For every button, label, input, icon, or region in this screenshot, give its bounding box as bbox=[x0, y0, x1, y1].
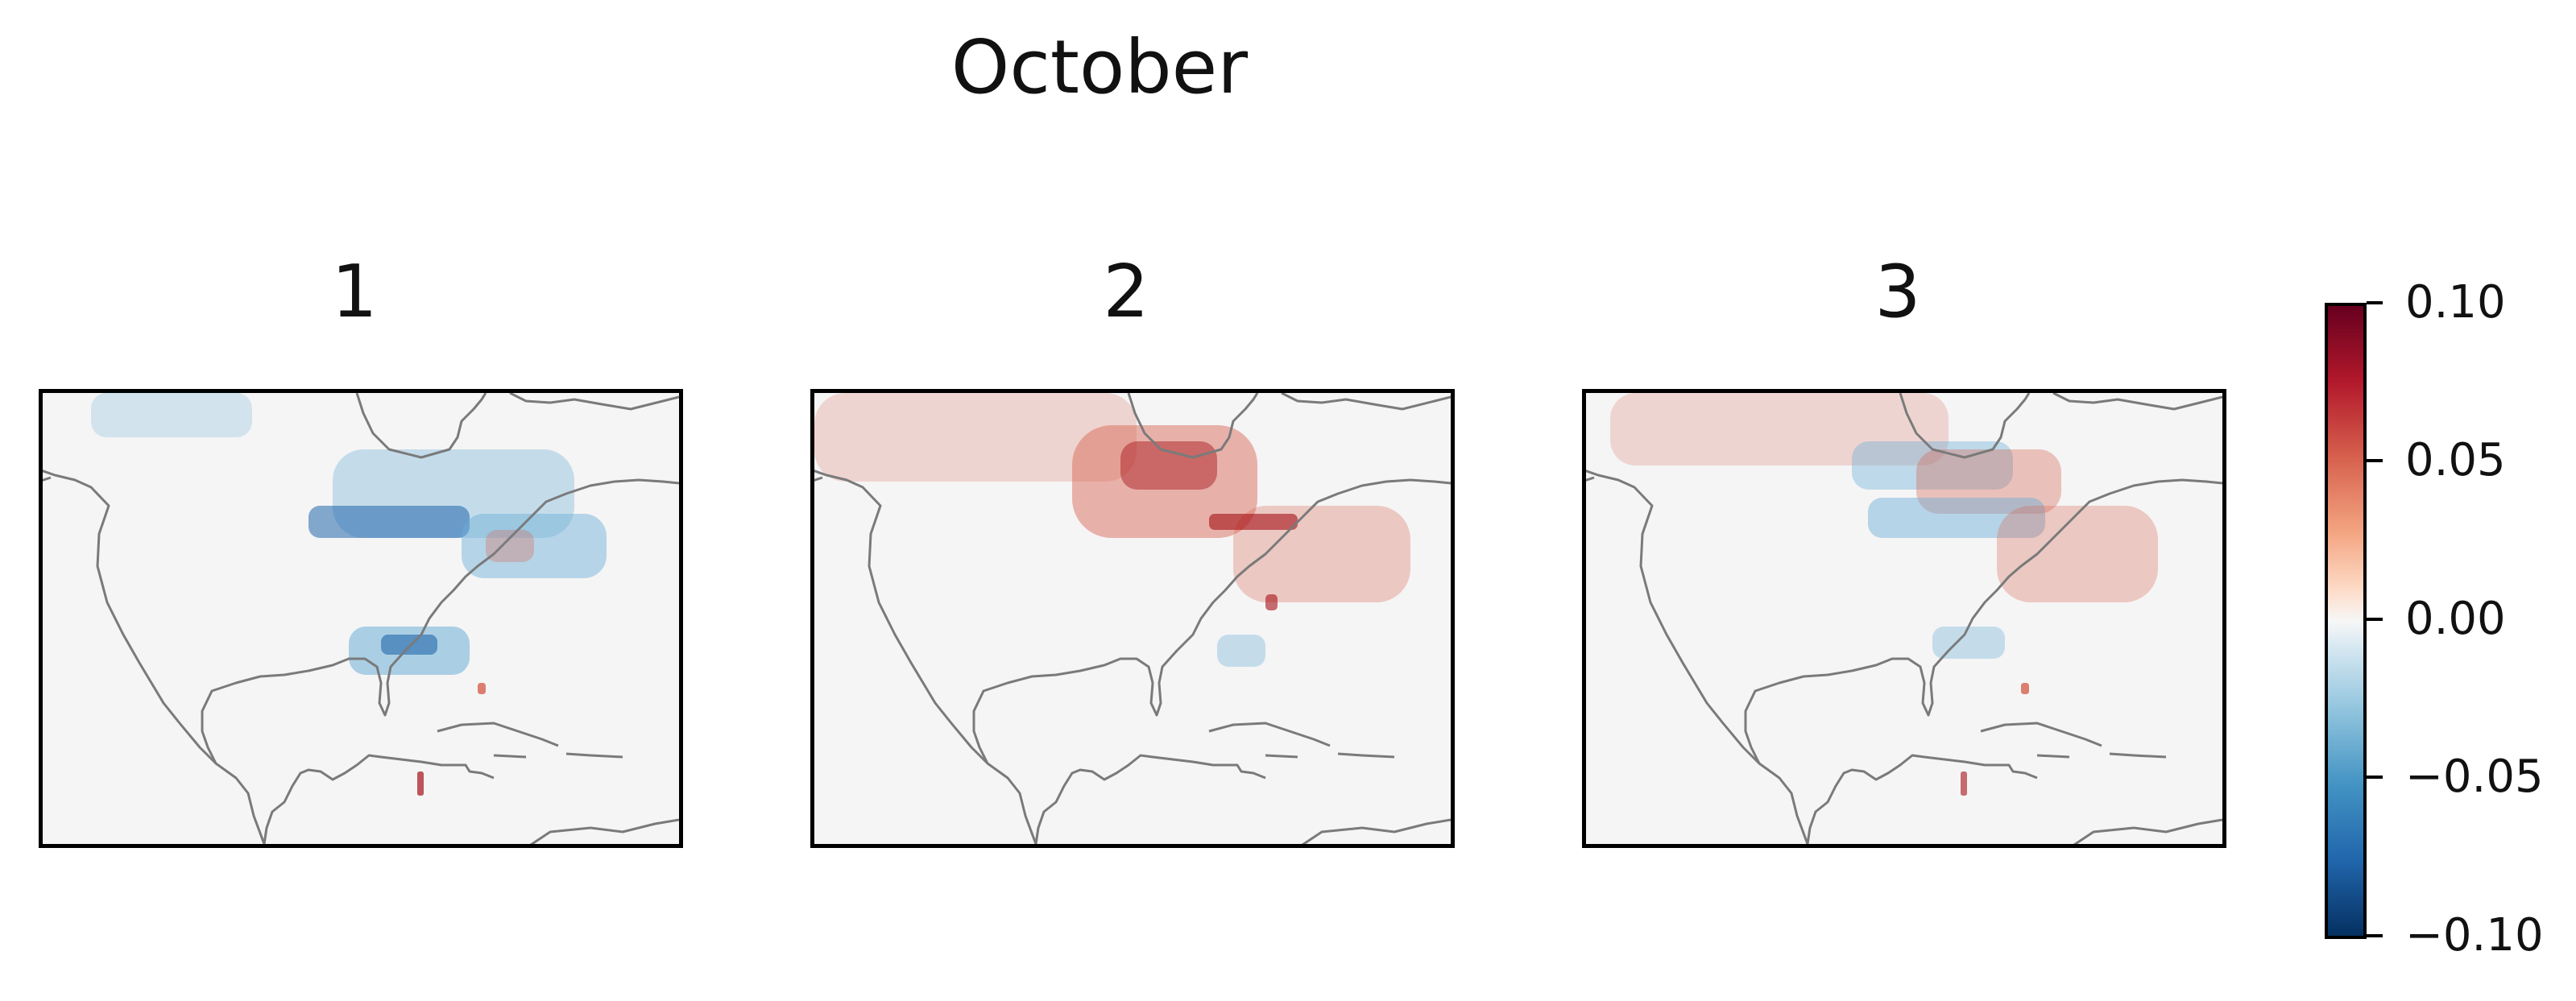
colorbar-tick bbox=[2367, 301, 2383, 304]
coastline bbox=[1899, 393, 2031, 459]
anomaly-patch bbox=[1997, 506, 2158, 602]
coastline bbox=[1127, 393, 1259, 459]
coastline bbox=[1281, 393, 1451, 411]
anomaly-patch bbox=[486, 530, 534, 562]
anomaly-patch bbox=[1961, 771, 1967, 796]
coastline bbox=[814, 469, 1037, 844]
map-background bbox=[1586, 393, 2222, 844]
map-background bbox=[43, 393, 679, 844]
colorbar-tick bbox=[2367, 618, 2383, 621]
anomaly-patch bbox=[1916, 449, 2061, 514]
anomaly-patch bbox=[1209, 514, 1298, 530]
colorbar-tick-label: −0.05 bbox=[2405, 751, 2544, 803]
colorbar-tick bbox=[2367, 934, 2383, 937]
colorbar-tick bbox=[2367, 459, 2383, 462]
map-panel-2 bbox=[810, 389, 1455, 848]
anomaly-patch bbox=[1217, 635, 1265, 667]
coastline bbox=[1980, 722, 2222, 844]
coastline bbox=[355, 393, 487, 459]
anomaly-patch bbox=[1120, 441, 1217, 490]
coastline bbox=[201, 478, 679, 764]
coastline bbox=[1586, 476, 1595, 482]
coastline bbox=[1586, 469, 1809, 844]
panel-title-1: 1 bbox=[331, 250, 378, 334]
anomaly-patch bbox=[1852, 441, 2013, 490]
coastline bbox=[263, 754, 495, 844]
coastline bbox=[1034, 754, 1266, 844]
panel-title-2: 2 bbox=[1103, 250, 1149, 334]
figure-title: October bbox=[950, 24, 1249, 110]
anomaly-patch bbox=[2021, 683, 2029, 694]
colorbar bbox=[2325, 303, 2367, 939]
anomaly-patch bbox=[1265, 594, 1278, 610]
colorbar-tick-label: −0.10 bbox=[2405, 909, 2544, 962]
panel-title-3: 3 bbox=[1874, 250, 1921, 334]
anomaly-patch bbox=[1868, 498, 2045, 538]
anomaly-patch bbox=[462, 514, 607, 578]
map-panel-1 bbox=[39, 389, 683, 848]
map-svg bbox=[814, 393, 1451, 844]
anomaly-patch bbox=[478, 683, 486, 694]
coastline bbox=[814, 476, 823, 482]
map-svg bbox=[43, 393, 679, 844]
coastline bbox=[1806, 754, 2038, 844]
map-background bbox=[814, 393, 1451, 844]
colorbar-tick bbox=[2367, 776, 2383, 779]
colorbar-tick-label: 0.05 bbox=[2405, 434, 2506, 486]
anomaly-patch bbox=[1932, 627, 2005, 659]
anomaly-patch bbox=[814, 393, 1137, 482]
coastline bbox=[43, 469, 266, 844]
map-svg bbox=[1586, 393, 2222, 844]
colorbar-tick-label: 0.10 bbox=[2405, 276, 2506, 329]
anomaly-patch bbox=[381, 635, 437, 655]
coastline bbox=[43, 476, 52, 482]
coastline bbox=[972, 478, 1451, 764]
anomaly-patch bbox=[1610, 393, 1949, 465]
coastline bbox=[437, 722, 679, 844]
map-panel-3 bbox=[1582, 389, 2226, 848]
coastline bbox=[1744, 478, 2222, 764]
anomaly-patch bbox=[417, 771, 424, 796]
anomaly-patch bbox=[91, 393, 252, 437]
coastline bbox=[1208, 722, 1451, 844]
coastline bbox=[2052, 393, 2222, 411]
anomaly-patch bbox=[309, 506, 470, 538]
coastline bbox=[509, 393, 679, 411]
colorbar-tick-label: 0.00 bbox=[2405, 593, 2506, 645]
